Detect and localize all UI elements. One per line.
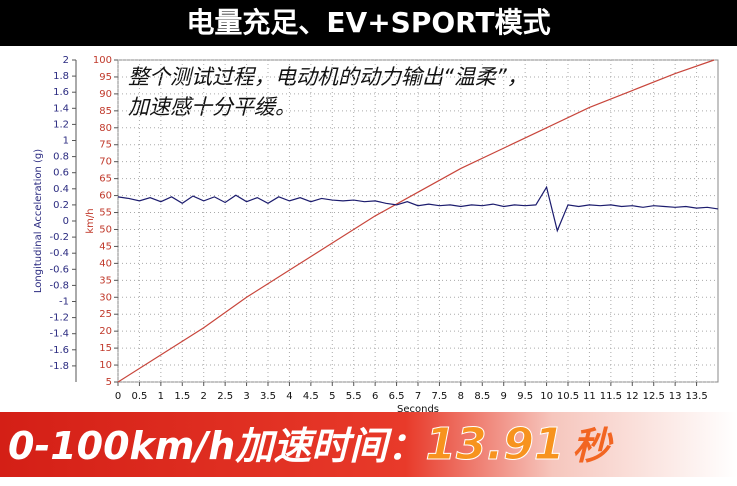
chart: 整个测试过程，电动机的动力输出“温柔”， 加速感十分平缓。 Longitudin…: [33, 55, 719, 412]
title-banner: 电量充足、EV+SPORT模式: [0, 0, 737, 46]
y2-tick-label: -1.4: [49, 329, 69, 340]
y-tick-label: 50: [99, 224, 112, 235]
y-tick-label: 20: [99, 326, 112, 337]
x-tick-label: 7: [415, 391, 421, 402]
x-tick-label: 8: [458, 391, 464, 402]
x-tick-label: 0.5: [131, 391, 147, 402]
y-axis-title: km/h: [85, 208, 96, 233]
x-tick-label: 9.5: [517, 391, 533, 402]
y2-tick-label: 0.6: [53, 168, 69, 179]
y-tick-label: 40: [99, 258, 112, 269]
y-tick-label: 80: [99, 123, 112, 134]
y2-tick-label: -0.8: [49, 280, 69, 291]
banner-unit: 秒: [572, 424, 611, 468]
result-banner: 0-100km/h加速时间：13.91 秒: [0, 412, 737, 477]
y-tick-label: 65: [99, 174, 112, 185]
y2-tick-label: -1.6: [49, 345, 69, 356]
x-tick-label: 13.5: [685, 391, 707, 402]
x-tick-label: 12: [626, 391, 639, 402]
x-tick-label: 0: [115, 391, 121, 402]
y-tick-label: 60: [99, 191, 112, 202]
y-tick-label: 100: [93, 55, 112, 66]
y-tick-label: 90: [99, 89, 112, 100]
x-tick-label: 4.5: [303, 391, 319, 402]
y2-tick-label: 1: [63, 136, 69, 147]
y2-tick-label: -1: [59, 297, 69, 308]
y2-tick-label: -0.2: [49, 232, 69, 243]
x-tick-label: 6: [372, 391, 378, 402]
y-tick-label: 25: [99, 309, 112, 320]
x-tick-label: 2: [201, 391, 207, 402]
y-tick-label: 85: [99, 106, 112, 117]
banner-label: 0-100km/h加速时间：: [8, 424, 426, 468]
y2-tick-label: -0.4: [49, 248, 69, 259]
y2-tick-label: 0.4: [53, 184, 69, 195]
y-tick-label: 30: [99, 292, 112, 303]
y2-tick-label: -1.2: [49, 313, 69, 324]
x-tick-label: 1.5: [174, 391, 190, 402]
y-tick-label: 5: [106, 377, 112, 388]
banner-time: 13.91: [425, 419, 565, 471]
y2-tick-label: 0: [63, 216, 69, 227]
x-tick-label: 3.5: [260, 391, 276, 402]
data-line: [117, 59, 715, 383]
y2-tick-label: 1.2: [53, 119, 69, 130]
annotation: 整个测试过程，电动机的动力输出“温柔”，: [128, 65, 528, 89]
y2-tick-label: 0.2: [53, 200, 69, 211]
y-tick-label: 70: [99, 157, 112, 168]
x-tick-label: 7.5: [431, 391, 447, 402]
y-tick-label: 55: [99, 208, 112, 219]
y2-axis-title: Longitudinal Acceleration (g): [33, 149, 44, 293]
y-tick-label: 75: [99, 140, 112, 151]
x-tick-label: 12.5: [643, 391, 665, 402]
y2-tick-label: -1.8: [49, 361, 69, 372]
x-tick-label: 8.5: [474, 391, 490, 402]
y2-tick-label: -0.6: [49, 264, 69, 275]
y2-tick-label: 0.8: [53, 152, 69, 163]
data-line: [117, 185, 719, 233]
y2-tick-label: 1.6: [53, 87, 69, 98]
x-tick-label: 1: [158, 391, 164, 402]
y2-tick-label: 2: [63, 55, 69, 66]
x-tick-label: 5.5: [346, 391, 362, 402]
y2-tick-label: 1.4: [53, 103, 69, 114]
x-tick-label: 10: [540, 391, 553, 402]
x-axis-title: Seconds: [397, 404, 439, 412]
x-tick-label: 6.5: [389, 391, 405, 402]
y2-tick-label: 1.8: [53, 71, 69, 82]
y-tick-label: 45: [99, 241, 112, 252]
y-tick-label: 95: [99, 72, 112, 83]
x-tick-label: 4: [286, 391, 292, 402]
annotation: 加速感十分平缓。: [128, 95, 296, 119]
x-tick-label: 11: [583, 391, 596, 402]
x-tick-label: 11.5: [600, 391, 622, 402]
y-tick-label: 10: [99, 360, 112, 371]
x-tick-label: 10.5: [557, 391, 579, 402]
x-tick-label: 3: [243, 391, 249, 402]
x-tick-label: 9: [501, 391, 507, 402]
y-tick-label: 35: [99, 275, 112, 286]
x-tick-label: 5: [329, 391, 335, 402]
y-tick-label: 15: [99, 343, 112, 354]
x-tick-label: 2.5: [217, 391, 233, 402]
x-tick-label: 13: [669, 391, 682, 402]
